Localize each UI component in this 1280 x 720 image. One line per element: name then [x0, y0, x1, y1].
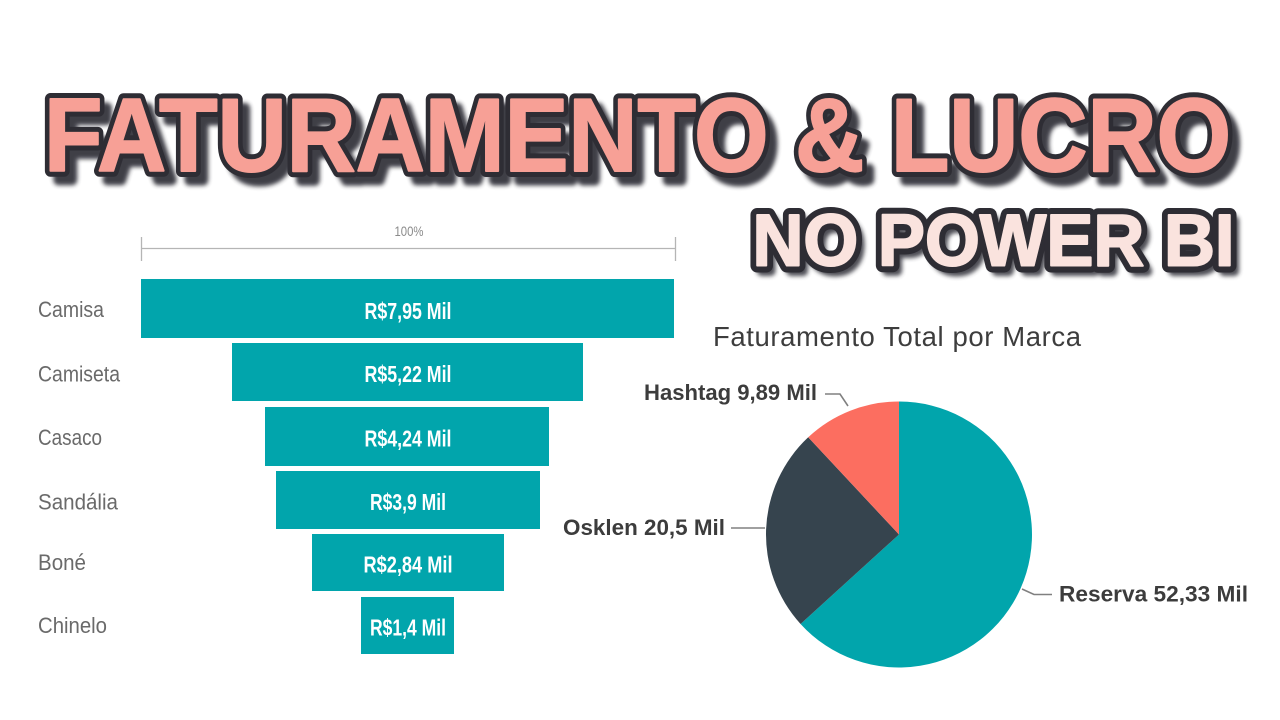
svg-text:Chinelo: Chinelo: [38, 613, 107, 638]
svg-text:Sandália: Sandália: [38, 490, 119, 515]
svg-text:Reserva 52,33 Mil: Reserva 52,33 Mil: [1059, 582, 1248, 607]
svg-text:Casaco: Casaco: [38, 425, 102, 450]
svg-text:FATURAMENTO & LUCRO: FATURAMENTO & LUCRO: [44, 78, 1231, 194]
svg-text:R$3,9 Mil: R$3,9 Mil: [370, 489, 446, 515]
svg-text:NO POWER BI: NO POWER BI: [757, 206, 1239, 287]
svg-text:Camiseta: Camiseta: [38, 362, 121, 387]
svg-text:R$5,22 Mil: R$5,22 Mil: [365, 361, 452, 387]
svg-text:R$2,84 Mil: R$2,84 Mil: [364, 552, 453, 578]
svg-text:NO POWER BI: NO POWER BI: [753, 201, 1235, 282]
svg-text:NO POWER BI: NO POWER BI: [753, 201, 1235, 282]
svg-text:Camisa: Camisa: [38, 297, 105, 322]
svg-text:Boné: Boné: [38, 550, 86, 575]
svg-text:R$1,4 Mil: R$1,4 Mil: [370, 615, 446, 641]
svg-text:R$7,95 Mil: R$7,95 Mil: [365, 298, 452, 324]
svg-text:R$4,24 Mil: R$4,24 Mil: [365, 426, 452, 452]
svg-text:FATURAMENTO & LUCRO: FATURAMENTO & LUCRO: [44, 78, 1231, 194]
svg-text:Hashtag 9,89 Mil: Hashtag 9,89 Mil: [644, 380, 817, 405]
svg-text:Faturamento Total por Marca: Faturamento Total por Marca: [713, 321, 1082, 352]
svg-text:Osklen 20,5 Mil: Osklen 20,5 Mil: [563, 515, 725, 540]
svg-text:FATURAMENTO & LUCRO: FATURAMENTO & LUCRO: [52, 87, 1239, 203]
svg-text:100%: 100%: [395, 223, 424, 239]
